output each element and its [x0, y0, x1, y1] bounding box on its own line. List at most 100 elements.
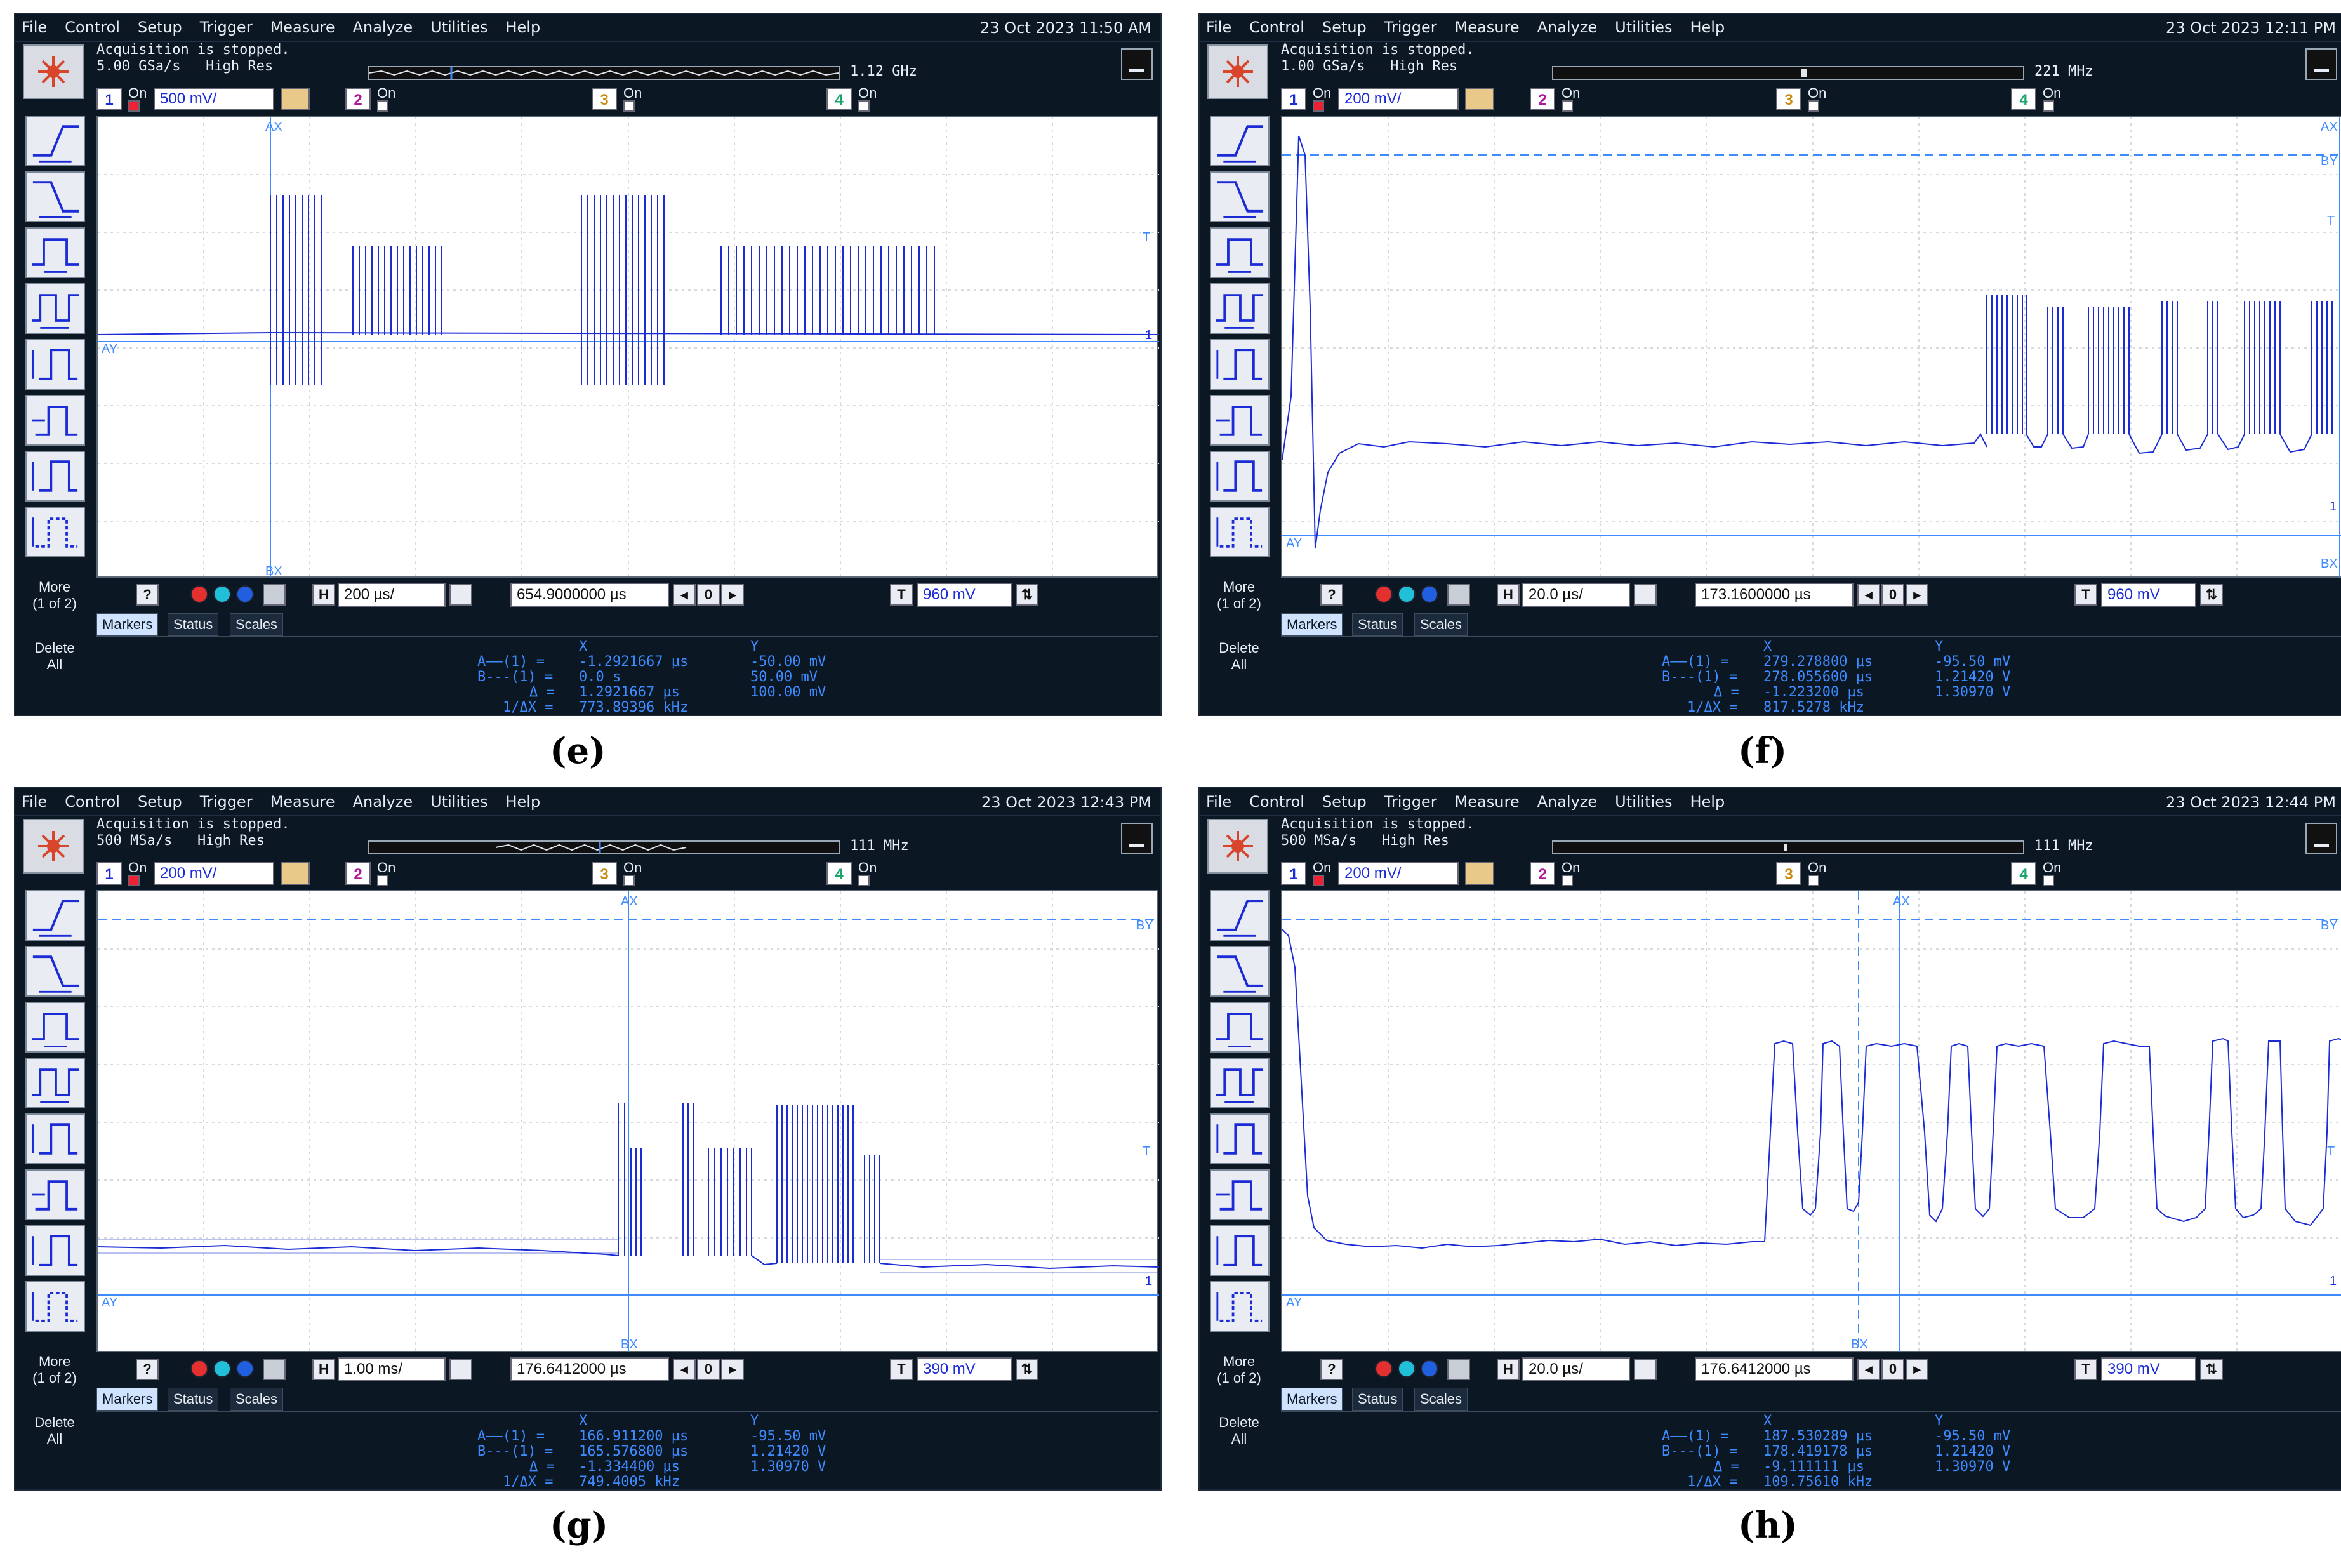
menu-measure[interactable]: Measure [1454, 18, 1520, 36]
help-button[interactable]: ? [1320, 1359, 1343, 1380]
trigger-level-field[interactable]: 960 mV [2101, 583, 2196, 607]
autoscale-icon[interactable] [263, 1359, 286, 1380]
channel-4-button[interactable]: 4 [2011, 88, 2036, 110]
trigger-level-field[interactable]: 390 mV [2101, 1357, 2196, 1381]
glitch-trigger-icon[interactable] [1210, 507, 1270, 557]
horizontal-scale-field[interactable]: 1.00 ms/ [338, 1357, 446, 1381]
menu-analyze[interactable]: Analyze [352, 18, 413, 36]
falling-edge-trigger-icon[interactable] [25, 946, 85, 997]
channel-4-checkbox[interactable] [2043, 100, 2054, 112]
horizontal-position-field[interactable]: 173.1600000 µs [1695, 583, 1854, 607]
channel-3-checkbox[interactable] [623, 100, 635, 112]
more-button[interactable]: More (1 of 2) [32, 1353, 77, 1386]
horizontal-position-field[interactable]: 176.6412000 µs [510, 1357, 669, 1381]
position-right-arrow-icon[interactable]: ▸ [1906, 584, 1928, 606]
horizontal-mode-icon[interactable] [449, 1359, 472, 1380]
menu-help[interactable]: Help [1690, 18, 1725, 36]
menu-file[interactable]: File [22, 793, 48, 811]
glitch-trigger-icon[interactable] [25, 507, 85, 557]
channel-2-button[interactable]: 2 [1530, 88, 1555, 110]
trigger-level-stepper[interactable]: ⇅ [2200, 584, 2223, 606]
period-trigger-icon[interactable] [25, 283, 85, 334]
waveform-overview[interactable] [1552, 66, 2024, 80]
falling-edge-trigger-icon[interactable] [1210, 946, 1270, 997]
channel-1-button[interactable]: 1 [1281, 88, 1306, 110]
menu-utilities[interactable]: Utilities [430, 18, 488, 36]
tab-markers[interactable]: Markers [96, 1388, 159, 1411]
tab-scales[interactable]: Scales [230, 613, 284, 636]
channel-2-checkbox[interactable] [377, 100, 388, 112]
autoscale-icon[interactable] [1447, 584, 1470, 606]
tab-markers[interactable]: Markers [96, 613, 159, 636]
menu-trigger[interactable]: Trigger [1384, 18, 1437, 36]
channel-4-checkbox[interactable] [858, 100, 870, 112]
menu-analyze[interactable]: Analyze [352, 793, 413, 811]
trigger-level-stepper[interactable]: ⇅ [1016, 1359, 1038, 1380]
menu-setup[interactable]: Setup [1322, 793, 1367, 811]
horizontal-position-field[interactable]: 654.9000000 µs [510, 583, 669, 607]
horizontal-scale-field[interactable]: 20.0 µs/ [1522, 583, 1630, 607]
tab-status[interactable]: Status [1352, 1388, 1403, 1411]
channel-3-button[interactable]: 3 [592, 862, 617, 885]
single-button[interactable] [1398, 1360, 1416, 1378]
menu-file[interactable]: File [1206, 18, 1232, 36]
menu-control[interactable]: Control [1249, 793, 1304, 811]
rising-edge-trigger-icon[interactable] [1210, 890, 1270, 941]
rise-time-trigger-icon[interactable] [1210, 339, 1270, 390]
position-zero-button[interactable]: 0 [1881, 1359, 1904, 1380]
tab-status[interactable]: Status [1352, 613, 1403, 636]
horizontal-position-field[interactable]: 176.6412000 µs [1695, 1357, 1854, 1381]
minimize-button[interactable] [2305, 48, 2337, 80]
position-left-arrow-icon[interactable]: ◂ [1857, 584, 1880, 606]
help-button[interactable]: ? [136, 1359, 159, 1380]
channel-1-button[interactable]: 1 [96, 862, 122, 885]
run-button[interactable] [1375, 1360, 1393, 1378]
position-right-arrow-icon[interactable]: ▸ [721, 1359, 744, 1380]
single-button[interactable] [1398, 585, 1416, 603]
horizontal-scale-field[interactable]: 200 µs/ [338, 583, 446, 607]
channel-1-scale[interactable]: 200 mV/ [1338, 862, 1459, 885]
trigger-level-stepper[interactable]: ⇅ [1016, 584, 1038, 606]
waveform-overview[interactable] [1552, 840, 2024, 854]
channel-4-button[interactable]: 4 [2011, 862, 2036, 885]
menu-measure[interactable]: Measure [1454, 793, 1520, 811]
waveform-display[interactable]: AX BX BY AY T 1 [1281, 116, 2341, 579]
channel-1-coupling-icon[interactable] [1465, 88, 1494, 110]
position-left-arrow-icon[interactable]: ◂ [673, 584, 696, 606]
more-button[interactable]: More (1 of 2) [1217, 579, 1261, 611]
minimize-button[interactable] [2305, 823, 2337, 854]
menu-help[interactable]: Help [505, 793, 541, 811]
position-zero-button[interactable]: 0 [1881, 584, 1904, 606]
runt-trigger-icon[interactable] [25, 1169, 85, 1220]
trigger-level-field[interactable]: 960 mV [917, 583, 1012, 607]
tab-scales[interactable]: Scales [1414, 613, 1468, 636]
waveform-display[interactable]: AX BX AY T 1 [96, 116, 1159, 579]
runt-trigger-icon[interactable] [1210, 395, 1270, 446]
delete-all-button[interactable]: Delete All [34, 640, 75, 672]
autoscale-icon[interactable] [263, 584, 286, 606]
run-button[interactable] [190, 585, 208, 603]
timeout-trigger-icon[interactable] [25, 1225, 85, 1276]
horizontal-mode-icon[interactable] [1634, 1359, 1657, 1380]
delete-all-button[interactable]: Delete All [34, 1414, 75, 1447]
pulse-width-trigger-icon[interactable] [1210, 1002, 1270, 1053]
menu-measure[interactable]: Measure [270, 18, 335, 36]
runt-trigger-icon[interactable] [1210, 1169, 1270, 1220]
position-zero-button[interactable]: 0 [697, 1359, 720, 1380]
menu-help[interactable]: Help [1690, 793, 1725, 811]
falling-edge-trigger-icon[interactable] [1210, 171, 1270, 222]
tab-markers[interactable]: Markers [1281, 613, 1343, 636]
position-right-arrow-icon[interactable]: ▸ [721, 584, 744, 606]
menu-control[interactable]: Control [1249, 18, 1304, 36]
horizontal-mode-icon[interactable] [1634, 584, 1657, 606]
minimize-button[interactable] [1121, 48, 1153, 80]
menu-measure[interactable]: Measure [270, 793, 335, 811]
single-button[interactable] [213, 1360, 231, 1378]
channel-1-checkbox[interactable] [1313, 875, 1324, 886]
waveform-display[interactable]: AX BX BY AY T 1 [96, 890, 1159, 1353]
tab-status[interactable]: Status [168, 613, 219, 636]
timeout-trigger-icon[interactable] [1210, 1225, 1270, 1276]
pulse-width-trigger-icon[interactable] [1210, 227, 1270, 278]
channel-3-checkbox[interactable] [623, 875, 635, 886]
menu-analyze[interactable]: Analyze [1537, 793, 1598, 811]
